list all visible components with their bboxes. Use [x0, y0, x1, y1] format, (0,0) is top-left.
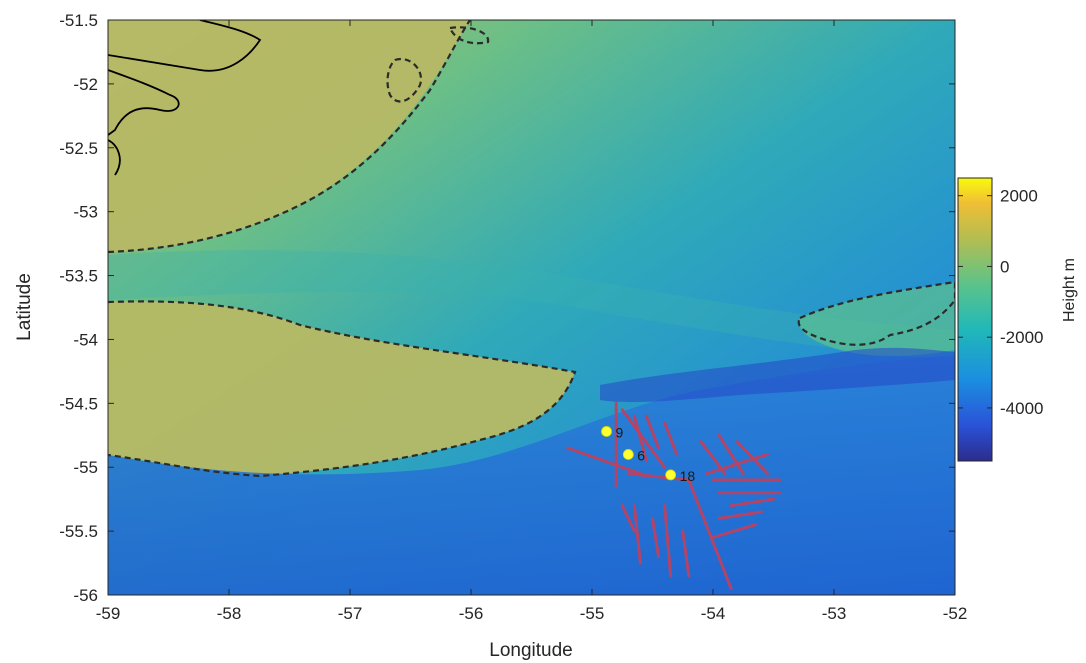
x-tick-label: -52 [943, 604, 968, 623]
ship-track [651, 516, 661, 559]
ship-track [717, 510, 763, 520]
colorbar-title: Height m [1061, 258, 1078, 322]
deep-trench [600, 347, 955, 403]
bathymetry-raster [108, 20, 955, 595]
station-label: 6 [637, 447, 645, 463]
y-tick-label: -54.5 [59, 394, 98, 413]
ship-track [663, 421, 679, 456]
ship-track [705, 452, 769, 476]
south-shelf-region [108, 301, 575, 476]
coastline [108, 20, 262, 176]
ship-track [626, 472, 691, 482]
east-shelf-region [799, 282, 955, 357]
y-axis-title: Latitude [14, 273, 35, 341]
ship-track [729, 497, 775, 508]
y-tick-label: -56 [73, 586, 98, 605]
x-axis: -59 -58 -57 -56 -55 -54 -53 -52 [96, 20, 968, 623]
deep-south-region [108, 355, 955, 595]
mid-slope-band [108, 250, 955, 360]
ship-track [687, 478, 733, 591]
y-tick-label: -53.5 [59, 267, 98, 286]
ship-track [681, 529, 691, 578]
y-axis: -51.5 -52 -52.5 -53 -53.5 -54 -54.5 -55 -55.5 -56 [59, 11, 955, 605]
station-marker [622, 449, 634, 460]
y-tick-label: -51.5 [59, 11, 98, 30]
y-tick-label: -54 [73, 330, 98, 349]
colorbar-tick-label: -4000 [1000, 399, 1043, 418]
ship-track [644, 414, 661, 450]
x-tick-label: -53 [822, 604, 847, 623]
ship-track [632, 414, 648, 463]
station-label: 9 [616, 424, 624, 440]
x-tick-label: -59 [96, 604, 121, 623]
ship-track [566, 446, 642, 476]
colorbar-tick-label: 0 [1000, 257, 1009, 276]
y-tick-label: -55 [73, 458, 98, 477]
survey-tracks [566, 401, 782, 591]
station-marker [665, 469, 677, 481]
north-shelf-region [108, 20, 470, 252]
x-tick-label: -54 [701, 604, 726, 623]
plot-frame [107, 19, 956, 596]
ship-track [663, 504, 673, 578]
colorbar-tick-label: -2000 [1000, 328, 1043, 347]
colorbar-gradient [957, 177, 993, 462]
y-tick-label: -55.5 [59, 522, 98, 541]
station-marker [601, 426, 612, 437]
x-axis-title: Longitude [489, 640, 572, 661]
colorbar: 2000 0 -2000 -4000 Height m [957, 177, 1078, 462]
y-tick-label: -52.5 [59, 139, 98, 158]
stations: 96 18 [601, 424, 696, 484]
colorbar-ticks: 2000 0 -2000 -4000 [958, 187, 1043, 418]
ship-track [620, 504, 636, 533]
station-label: 18 [680, 468, 696, 484]
zero-contour-lines [108, 20, 955, 478]
ship-track [717, 433, 745, 476]
ship-track [632, 504, 642, 565]
ship-track [620, 408, 667, 469]
ship-track [711, 523, 757, 539]
x-tick-label: -55 [580, 604, 605, 623]
colorbar-tick-label: 2000 [1000, 187, 1038, 206]
x-tick-label: -57 [338, 604, 363, 623]
x-tick-label: -58 [217, 604, 242, 623]
ship-track [735, 440, 769, 476]
y-tick-label: -52 [73, 75, 98, 94]
y-tick-label: -53 [73, 203, 98, 222]
x-tick-label: -56 [459, 604, 484, 623]
